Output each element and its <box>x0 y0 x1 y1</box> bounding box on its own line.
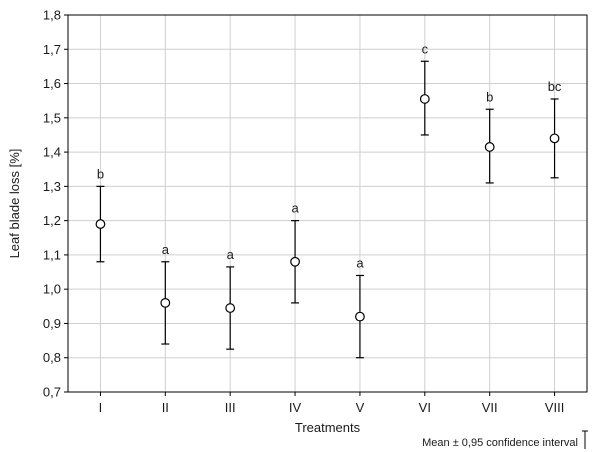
y-tick-label: 1,5 <box>43 110 61 125</box>
data-point-group: a <box>160 242 171 345</box>
y-tick-label: 0,9 <box>43 316 61 331</box>
data-point-group: bc <box>548 79 562 179</box>
group-letter: a <box>162 242 170 257</box>
mean-point <box>290 256 300 267</box>
x-axis-ticks: I II III IV V VI VII VIII <box>99 392 565 415</box>
mean-point <box>484 142 495 152</box>
y-tick-label: 0,8 <box>43 350 61 365</box>
legend-errorbar-symbol <box>582 430 588 449</box>
group-letter: c <box>422 41 429 56</box>
x-tick-label: I <box>99 400 103 415</box>
y-tick-label: 1,8 <box>43 8 61 23</box>
mean-point <box>225 303 236 313</box>
legend-note-text: Mean ± 0,95 confidence interval <box>422 437 578 449</box>
group-letter: b <box>486 89 493 104</box>
mean-point <box>160 297 171 308</box>
x-tick-label: IV <box>289 400 302 415</box>
data-point-group: a <box>355 255 365 359</box>
mean-point <box>549 133 560 144</box>
data-point-group: a <box>290 201 300 304</box>
mean-point <box>95 219 106 229</box>
y-tick-label: 1,1 <box>43 247 61 262</box>
group-letter: a <box>356 255 364 270</box>
group-letter: b <box>97 166 104 181</box>
x-tick-label: II <box>162 400 169 415</box>
plot-frame <box>67 14 588 393</box>
y-tick-label: 1,6 <box>43 76 61 91</box>
data-point-group: b <box>95 166 106 263</box>
y-tick-label: 1,7 <box>43 42 61 57</box>
mean-point <box>355 311 365 322</box>
data-point-group: a <box>225 247 236 350</box>
y-tick-label: 1,0 <box>43 282 61 297</box>
x-tick-label: III <box>225 400 236 415</box>
y-axis-ticks: 0,7 0,8 0,9 1,0 1,1 1,2 1,3 1,4 1,5 1,6 1,7 1,8 <box>43 8 68 400</box>
x-tick-label: VII <box>482 400 498 415</box>
legend-note: Mean ± 0,95 confidence interval <box>422 430 588 449</box>
y-tick-label: 1,2 <box>43 213 61 228</box>
x-axis-title: Treatments <box>295 420 361 435</box>
group-letter: bc <box>548 79 562 94</box>
x-tick-label: V <box>356 400 365 415</box>
data-point-group: b <box>484 89 495 184</box>
y-tick-label: 1,3 <box>43 179 61 194</box>
mean-point <box>419 94 430 104</box>
y-tick-label: 0,7 <box>43 385 61 400</box>
y-tick-label: 1,4 <box>43 145 61 160</box>
x-tick-label: VIII <box>545 400 565 415</box>
data-point-group: c <box>419 41 430 136</box>
data-series: b a a a a c b bc <box>95 41 562 359</box>
grid <box>68 14 587 393</box>
group-letter: a <box>227 247 235 262</box>
y-axis-title: Leaf blade loss [%] <box>7 149 22 259</box>
group-letter: a <box>291 201 299 216</box>
x-tick-label: VI <box>419 400 431 415</box>
